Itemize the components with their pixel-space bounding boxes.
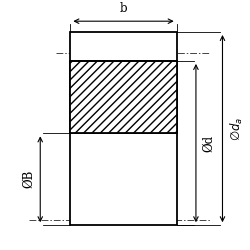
Text: b: b [120, 2, 127, 15]
Text: ØB: ØB [22, 170, 35, 188]
Bar [70, 134, 176, 225]
Text: Ød: Ød [202, 134, 215, 152]
Text: $\varnothing d_a$: $\varnothing d_a$ [228, 116, 244, 141]
Bar [70, 32, 176, 134]
Bar [70, 61, 176, 134]
